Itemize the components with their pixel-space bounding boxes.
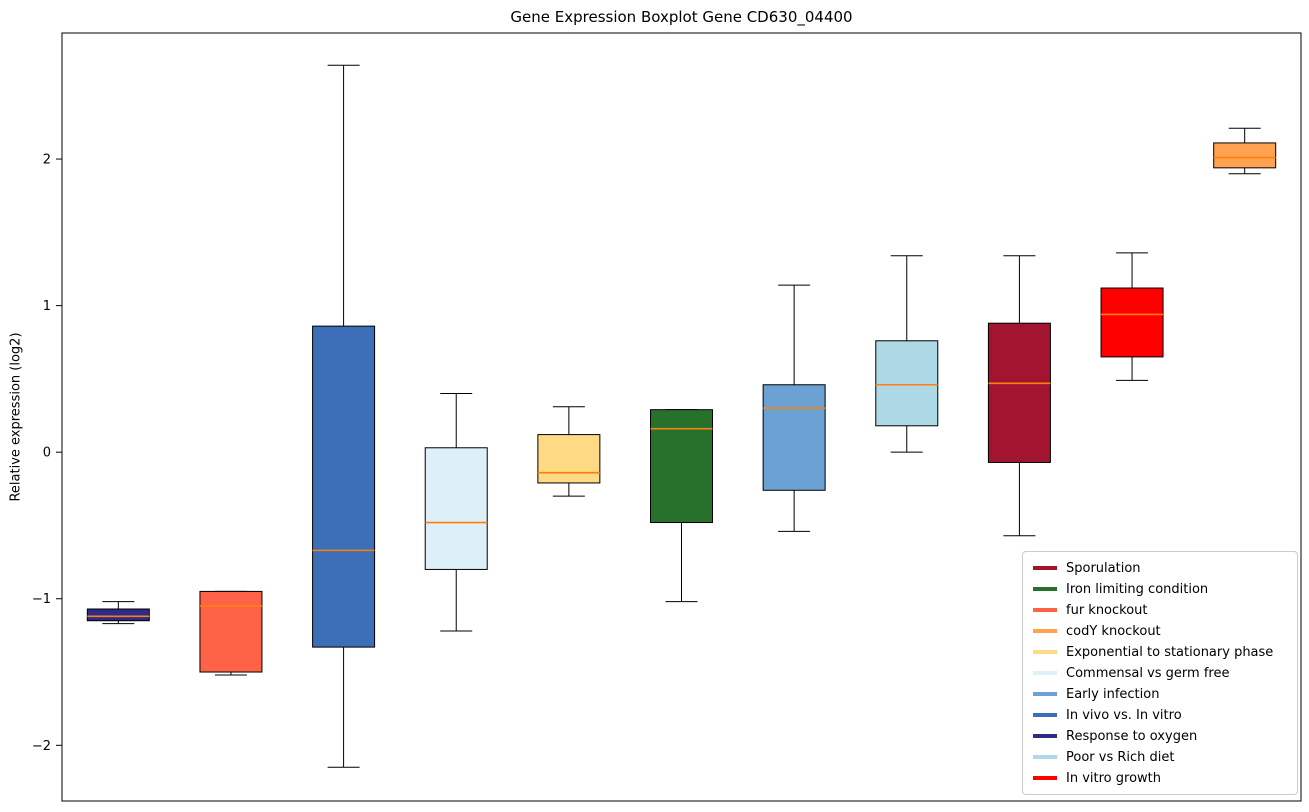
y-tick-label: −2 [32, 739, 51, 754]
box [1100, 287, 1164, 358]
y-tick-label: 1 [43, 299, 51, 314]
legend-item: Early infection [1033, 685, 1287, 703]
legend-label: Iron limiting condition [1066, 581, 1209, 597]
legend-swatch [1033, 566, 1057, 570]
box [312, 325, 376, 648]
legend-swatch [1033, 734, 1057, 738]
box-group-exponential-to-stationary-phase [537, 406, 601, 497]
legend-swatch [1033, 692, 1057, 696]
legend-item: Exponential to stationary phase [1033, 643, 1287, 661]
box-group-in-vitro-growth [1100, 252, 1164, 381]
legend: Sporulation Iron limiting condition fur kn… [1022, 551, 1298, 795]
legend-swatch [1033, 713, 1057, 717]
legend-item: Commensal vs germ free [1033, 664, 1287, 682]
y-tick-label: 0 [43, 446, 51, 461]
legend-swatch [1033, 608, 1057, 612]
legend-swatch [1033, 671, 1057, 675]
chart-title: Gene Expression Boxplot Gene CD630_04400 [510, 8, 853, 26]
legend-label: In vitro growth [1066, 770, 1161, 786]
legend-label: fur knockout [1066, 602, 1148, 618]
box [987, 322, 1051, 463]
y-tick-label: 2 [43, 153, 51, 168]
legend-label: Early infection [1066, 686, 1160, 702]
legend-label: Exponential to stationary phase [1066, 644, 1274, 660]
y-tick-label: −1 [32, 592, 51, 607]
legend-item: In vivo vs. In vitro [1033, 706, 1287, 724]
legend-item: Poor vs Rich diet [1033, 748, 1287, 766]
legend-swatch [1033, 650, 1057, 654]
legend-swatch [1033, 629, 1057, 633]
legend-item: codY knockout [1033, 622, 1287, 640]
box-group-poor-vs-rich-diet [875, 255, 939, 453]
box-group-in-vivo-vs-in-vitro [312, 64, 376, 768]
legend-label: Poor vs Rich diet [1066, 749, 1175, 765]
legend-label: codY knockout [1066, 623, 1161, 639]
axes-frame [61, 32, 1302, 802]
legend-label: Response to oxygen [1066, 728, 1198, 744]
box-group-response-to-oxygen [86, 601, 150, 625]
box [424, 447, 488, 570]
legend-swatch [1033, 776, 1057, 780]
legend-swatch [1033, 587, 1057, 591]
box [537, 434, 601, 484]
box [762, 384, 826, 491]
box-group-iron-limiting-condition [650, 409, 713, 603]
legend-item: Response to oxygen [1033, 727, 1287, 745]
legend-label: Commensal vs germ free [1066, 665, 1230, 681]
box-group-sporulation [987, 255, 1051, 537]
box [875, 340, 939, 427]
legend-item: Iron limiting condition [1033, 580, 1287, 598]
legend-item: fur knockout [1033, 601, 1287, 619]
legend-swatch [1033, 755, 1057, 759]
legend-item: In vitro growth [1033, 769, 1287, 787]
legend-label: Sporulation [1066, 560, 1141, 576]
box-group-cody-knockout [1213, 127, 1277, 175]
box-group-early-infection [762, 284, 826, 532]
box [199, 590, 263, 673]
box-group-fur-knockout [199, 590, 263, 676]
box [86, 608, 150, 622]
box-group-commensal-vs-germ-free [424, 393, 488, 632]
box [1213, 142, 1277, 169]
legend-label: In vivo vs. In vitro [1066, 707, 1182, 723]
box [650, 409, 713, 524]
legend-item: Sporulation [1033, 559, 1287, 577]
